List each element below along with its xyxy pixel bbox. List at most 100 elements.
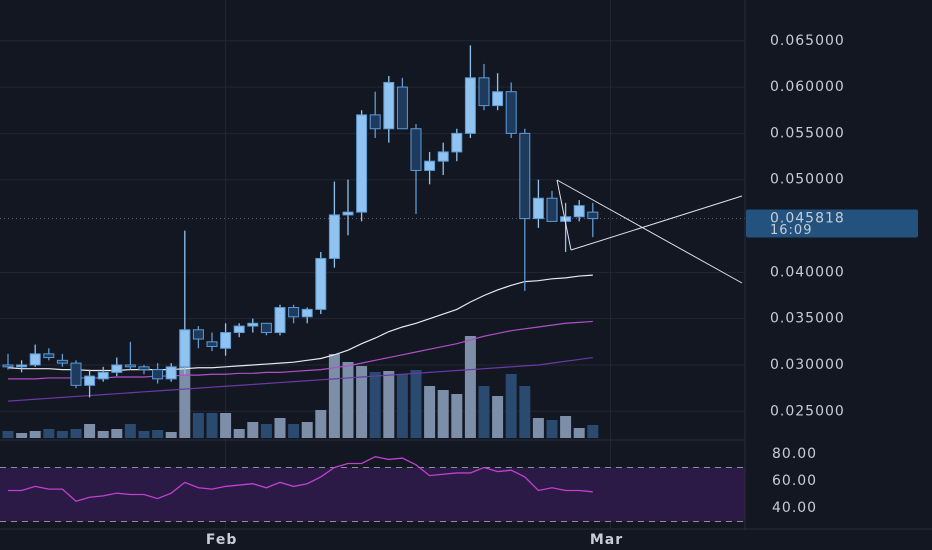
candle-body — [492, 91, 504, 107]
candle-body — [43, 353, 55, 359]
volume-bar — [111, 429, 123, 438]
candle-body — [519, 132, 531, 220]
x-tick-label: Mar — [590, 532, 623, 548]
volume-bar — [560, 416, 572, 438]
volume-bar — [220, 413, 232, 438]
y-tick-label: 0.060000 — [770, 79, 845, 95]
y-tick-label: 0.035000 — [770, 311, 845, 327]
candle-body — [587, 211, 599, 220]
volume-bar — [356, 366, 368, 438]
volume-bar — [43, 429, 55, 438]
x-tick-label: Feb — [206, 532, 238, 548]
candle-body — [301, 308, 313, 318]
candle-body — [16, 364, 28, 368]
volume-bar — [396, 374, 408, 438]
candle-body — [97, 371, 109, 380]
candle-body — [573, 205, 585, 218]
candle-body — [328, 214, 340, 259]
candle-body — [342, 211, 354, 216]
volume-bar — [573, 428, 585, 438]
rsi-tick-label: 40.00 — [772, 500, 817, 516]
volume-bar — [152, 430, 164, 438]
volume-bar — [451, 394, 463, 438]
rsi-tick-label: 80.00 — [772, 446, 817, 462]
candle-body — [260, 322, 272, 334]
candle-body — [369, 114, 381, 130]
candle-body — [111, 364, 123, 373]
volume-bar — [70, 429, 82, 438]
volume-bar — [260, 424, 272, 438]
candle-body — [396, 86, 408, 130]
volume-bar — [97, 431, 109, 438]
candle-body — [84, 375, 96, 386]
candle-body — [233, 325, 245, 334]
volume-bar — [84, 424, 96, 438]
volume-bar — [301, 422, 313, 438]
volume-bar — [165, 432, 177, 438]
volume-bar — [587, 425, 599, 438]
volume-bar — [56, 431, 68, 438]
volume-bar — [124, 424, 136, 438]
volume-bar — [179, 330, 191, 438]
candle-body — [424, 160, 436, 171]
candle-body — [138, 366, 150, 371]
volume-bar — [138, 431, 150, 438]
moving-average — [7, 356, 593, 402]
trend-line — [570, 195, 743, 251]
candle-body — [2, 364, 14, 368]
candle-body — [70, 362, 82, 386]
y-tick-label: 0.065000 — [770, 33, 845, 49]
candle-body — [274, 307, 286, 334]
candle-body — [179, 329, 191, 368]
volume-bar — [16, 433, 28, 438]
candle-body — [124, 364, 136, 368]
candle-body — [206, 341, 218, 347]
candle-body — [288, 307, 300, 318]
candle-body — [165, 366, 177, 380]
candle-body — [410, 128, 422, 171]
y-tick-label: 0.040000 — [770, 264, 845, 280]
rsi-tick-label: 60.00 — [772, 473, 817, 489]
volume-bar — [192, 413, 204, 438]
volume-bar — [410, 370, 422, 438]
volume-bar — [546, 420, 558, 438]
y-tick-label: 0.030000 — [770, 357, 845, 373]
y-tick-label: 0.055000 — [770, 125, 845, 141]
volume-bar — [464, 336, 476, 438]
volume-bar — [288, 424, 300, 438]
rsi-line — [8, 456, 593, 502]
candle-body — [505, 91, 517, 134]
candle-body — [478, 77, 490, 107]
candle-body — [532, 197, 544, 220]
volume-bar — [315, 410, 327, 438]
candle-body — [383, 81, 395, 130]
candle-body — [152, 369, 164, 380]
volume-bar — [2, 431, 14, 438]
candle-body — [546, 197, 558, 222]
volume-bar — [233, 429, 245, 438]
volume-bar — [369, 372, 381, 438]
countdown: 16:09 — [770, 223, 812, 238]
moving-average — [7, 274, 593, 372]
volume-bar — [247, 422, 259, 438]
volume-bar — [274, 418, 286, 438]
trend-line — [556, 179, 572, 251]
candle-body — [464, 77, 476, 134]
y-tick-label: 0.025000 — [770, 403, 845, 419]
volume-bar — [424, 386, 436, 438]
candle-body — [56, 359, 68, 364]
candle-body — [29, 353, 41, 366]
volume-bar — [206, 413, 218, 438]
candle-body — [247, 322, 259, 327]
candle-body — [220, 332, 232, 349]
volume-bar — [492, 396, 504, 438]
price-label-box — [746, 209, 918, 238]
volume-bar — [519, 386, 531, 438]
volume-bar — [383, 371, 395, 438]
volume-bar — [328, 354, 340, 438]
candle-body — [437, 151, 449, 162]
volume-bar — [478, 386, 490, 438]
volume-bar — [29, 431, 41, 438]
trend-line — [556, 179, 743, 284]
volume-bar — [437, 390, 449, 438]
